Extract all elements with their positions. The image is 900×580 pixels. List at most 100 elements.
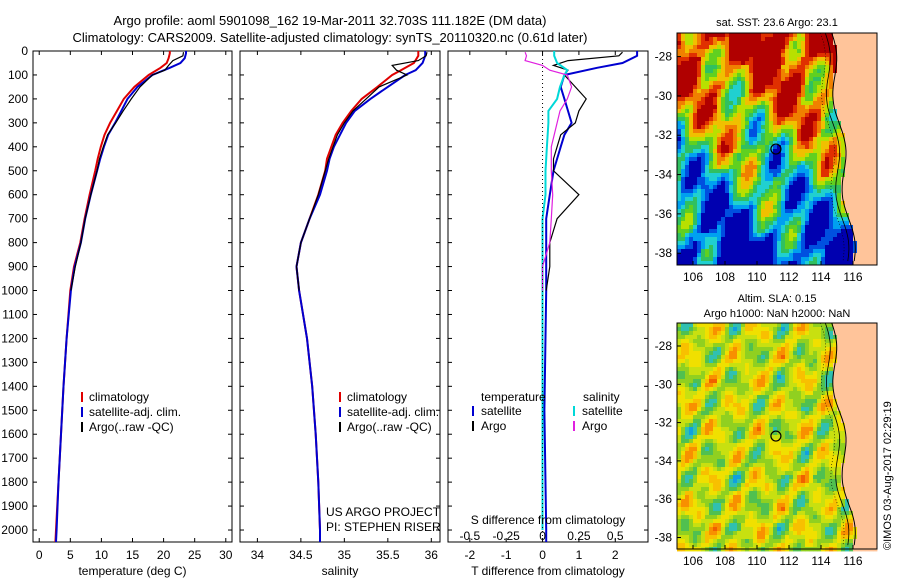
map-cell: [813, 331, 818, 336]
map-cell: [745, 459, 750, 464]
map-cell: [817, 225, 822, 230]
map-cell: [857, 145, 862, 150]
map-cell: [773, 245, 778, 250]
map-cell: [717, 197, 722, 202]
map-cell: [717, 105, 722, 110]
map-cell: [777, 225, 782, 230]
map-cell: [789, 455, 794, 460]
map-cell: [745, 125, 750, 130]
map-cell: [793, 169, 798, 174]
map-cell: [805, 121, 810, 126]
map-cell: [717, 45, 722, 50]
map-cell: [733, 253, 738, 258]
map-cell: [697, 407, 702, 412]
map-cell: [865, 363, 870, 368]
map-cell: [781, 141, 786, 146]
map-cell: [725, 113, 730, 118]
map-cell: [821, 339, 826, 344]
map-cell: [865, 141, 870, 146]
map-cell: [845, 391, 850, 396]
map-cell: [801, 93, 806, 98]
map-cell: [733, 451, 738, 456]
map-cell: [729, 97, 734, 102]
map-cell: [853, 129, 858, 134]
map-cell: [837, 177, 842, 182]
map-cell: [757, 61, 762, 66]
coastline: [831, 32, 856, 262]
map-cell: [865, 237, 870, 242]
map-cell: [713, 431, 718, 436]
map-cell: [753, 33, 758, 38]
map-cell: [685, 237, 690, 242]
map-cell: [777, 161, 782, 166]
map-cell: [833, 133, 838, 138]
map-cell: [841, 85, 846, 90]
map-cell: [837, 331, 842, 336]
map-cell: [761, 33, 766, 38]
map-cell: [769, 415, 774, 420]
map-cell: [873, 149, 878, 154]
map-cell: [685, 113, 690, 118]
map-cell: [813, 205, 818, 210]
map-cell: [741, 45, 746, 50]
map-cell: [781, 343, 786, 348]
map-cell: [689, 351, 694, 356]
map-cell: [681, 395, 686, 400]
map-cell: [789, 133, 794, 138]
map-cell: [805, 125, 810, 130]
map-cell: [689, 197, 694, 202]
map-cell: [813, 153, 818, 158]
map-cell: [817, 109, 822, 114]
map-cell: [821, 73, 826, 78]
x-tick-label: 15: [126, 548, 140, 562]
map-cell: [753, 233, 758, 238]
map-cell: [829, 375, 834, 380]
map-cell: [677, 359, 682, 364]
map-cell: [845, 45, 850, 50]
map-cell: [749, 157, 754, 162]
map-cell: [825, 161, 830, 166]
map-cell: [721, 141, 726, 146]
map-cell: [701, 423, 706, 428]
map-cell: [705, 375, 710, 380]
map-cell: [773, 149, 778, 154]
map-cell: [845, 93, 850, 98]
map-cell: [769, 137, 774, 142]
map-cell: [697, 121, 702, 126]
map-cell: [713, 121, 718, 126]
map-cell: [777, 149, 782, 154]
map-cell: [733, 213, 738, 218]
map-cell: [745, 201, 750, 206]
map-cell: [717, 141, 722, 146]
map-cell: [749, 459, 754, 464]
map-cell: [745, 245, 750, 250]
map-cell: [769, 451, 774, 456]
map-cell: [777, 185, 782, 190]
map-cell: [857, 53, 862, 58]
map-cell: [781, 459, 786, 464]
map-cell: [805, 427, 810, 432]
map-cell: [757, 85, 762, 90]
map-cell: [765, 233, 770, 238]
map-cell: [829, 443, 834, 448]
map-cell: [721, 359, 726, 364]
map-cell: [701, 173, 706, 178]
map-cell: [809, 209, 814, 214]
map-cell: [693, 105, 698, 110]
map-cell: [709, 189, 714, 194]
map-cell: [733, 181, 738, 186]
map-cell: [741, 161, 746, 166]
map-cell: [729, 455, 734, 460]
map-cell: [789, 61, 794, 66]
map-cell: [781, 249, 786, 254]
map-cell: [705, 419, 710, 424]
map-cell: [805, 113, 810, 118]
map-cell: [773, 363, 778, 368]
map-cell: [817, 237, 822, 242]
map-cell: [681, 463, 686, 468]
map-cell: [777, 431, 782, 436]
map-cell: [861, 121, 866, 126]
map-cell: [869, 33, 874, 38]
map-cell: [757, 201, 762, 206]
map-cell: [857, 455, 862, 460]
